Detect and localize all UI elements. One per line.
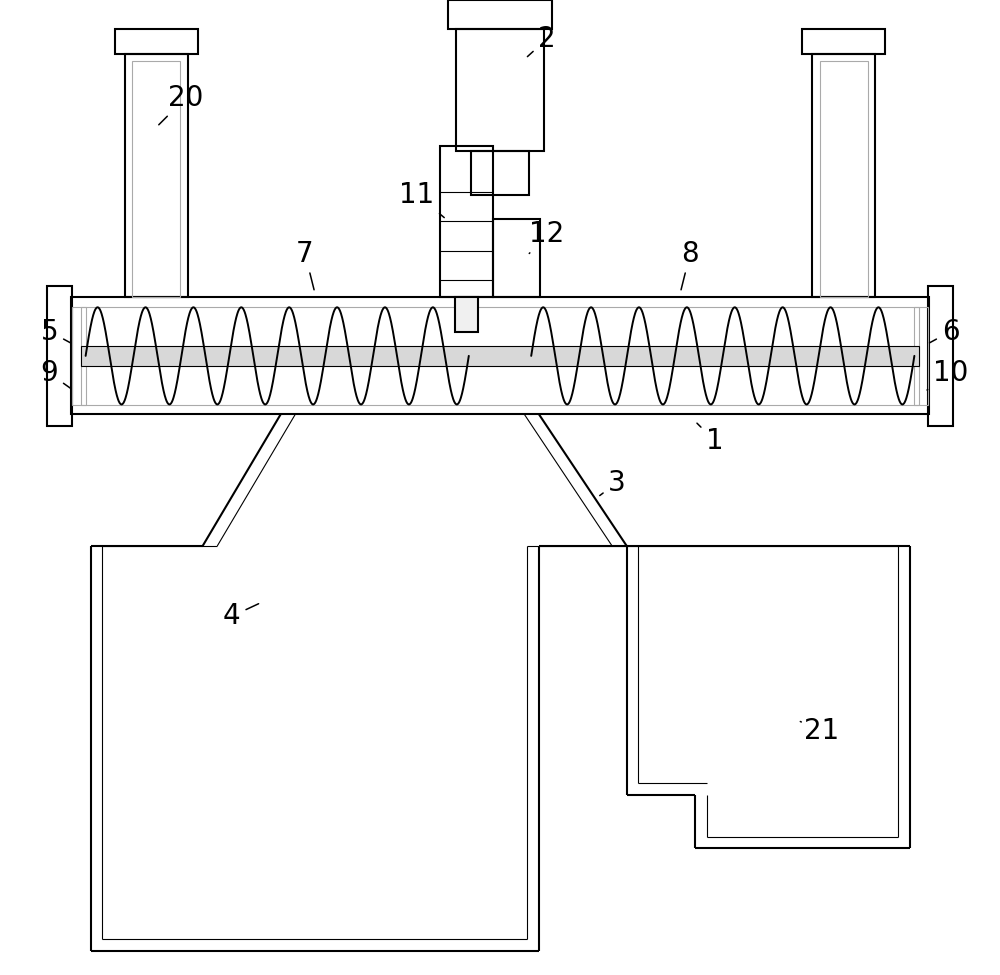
Bar [914,307,928,405]
Text: 1: 1 [697,423,723,454]
Bar [456,29,544,151]
Text: 11: 11 [400,181,444,217]
Bar [115,29,198,54]
Bar [812,54,875,297]
Text: 7: 7 [296,240,314,290]
Text: 2: 2 [527,25,556,57]
Text: 21: 21 [800,718,839,745]
Bar [493,219,540,297]
Bar [72,307,86,405]
Bar [132,61,180,297]
Text: 4: 4 [223,603,259,630]
Text: 10: 10 [927,360,968,390]
Text: 5: 5 [41,318,71,345]
Bar [47,286,72,426]
Text: 6: 6 [929,318,959,345]
Text: 3: 3 [600,469,626,496]
Bar [802,29,885,54]
Bar [71,297,929,414]
Text: 20: 20 [159,84,204,125]
Bar [448,0,552,29]
Text: 12: 12 [529,220,564,254]
Bar [81,346,919,366]
Text: 8: 8 [681,240,699,290]
Bar [471,151,529,195]
Bar [440,146,493,297]
Bar [125,54,188,297]
Bar [81,307,919,405]
Bar [928,286,953,426]
Text: 9: 9 [41,360,71,388]
Bar [455,297,478,332]
Bar [820,61,868,297]
